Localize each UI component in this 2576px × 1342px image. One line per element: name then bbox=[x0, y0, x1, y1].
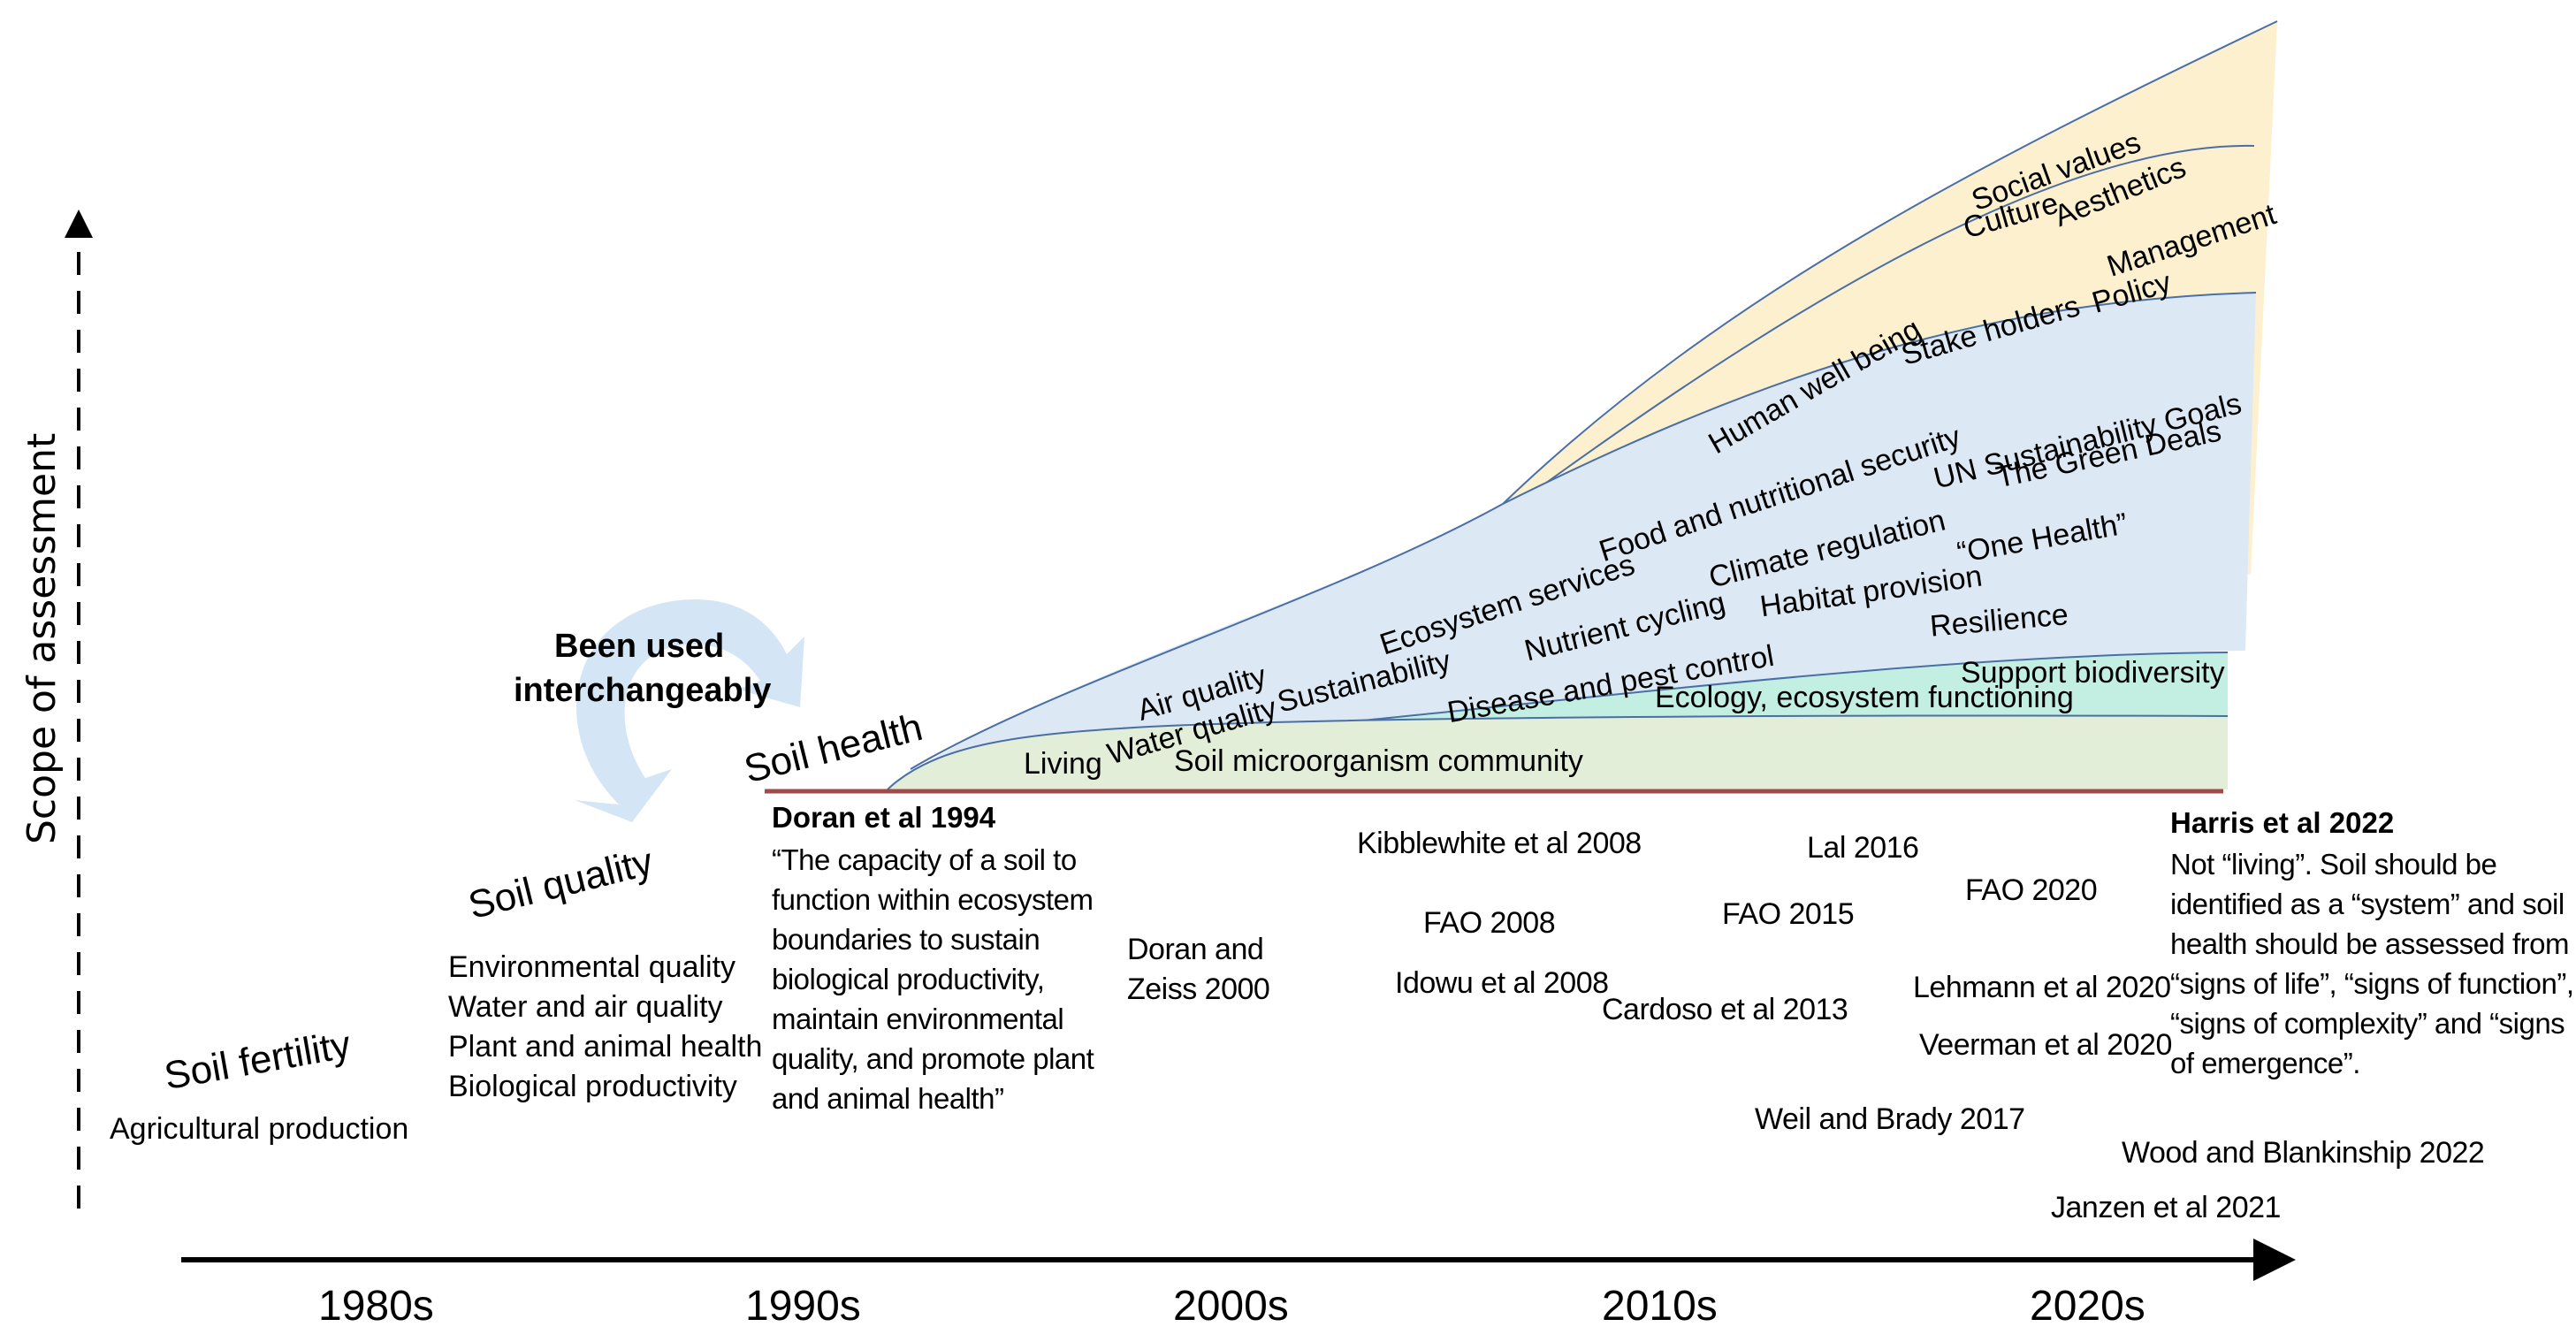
band-living-label: Soil microorganism community bbox=[1174, 744, 1583, 778]
band-human-outline bbox=[1502, 20, 2278, 505]
ref-lal-2016: Lal 2016 bbox=[1807, 831, 1919, 865]
ref-wood-blankinship-2022: Wood and Blankinship 2022 bbox=[2122, 1136, 2485, 1170]
band-living-label: Living bbox=[1024, 747, 1102, 781]
ref-doran-zeiss-line1: Doran and bbox=[1127, 933, 1264, 966]
decade-label-2010s: 2010s bbox=[1602, 1283, 1718, 1330]
ref-doran-zeiss-line2: Zeiss 2000 bbox=[1127, 972, 1270, 1006]
soil-fertility-item: Agricultural production bbox=[110, 1112, 409, 1146]
band-human-divider bbox=[1516, 144, 2255, 505]
ref-harris-2022-text: Not “living”. Soil should be identified … bbox=[2170, 848, 2574, 1079]
ref-harris-2022-title: Harris et al 2022 bbox=[2170, 806, 2395, 839]
ref-janzen-2021: Janzen et al 2021 bbox=[2051, 1191, 2281, 1224]
band-living bbox=[888, 715, 2228, 789]
band-ecosystem bbox=[888, 293, 2256, 787]
soil-quality-item: Environmental quality bbox=[448, 950, 736, 984]
ref-idowu-2008: Idowu et al 2008 bbox=[1395, 966, 1609, 1000]
soil-quality-item: Water and air quality bbox=[448, 990, 723, 1024]
ref-lehmann-2020: Lehmann et al 2020 bbox=[1913, 971, 2171, 1004]
band-ecology-outline bbox=[1360, 652, 2229, 721]
soil-quality-item: Biological productivity bbox=[448, 1070, 737, 1103]
interchange-note-line2: interchangeably bbox=[514, 672, 772, 709]
ref-fao-2008: FAO 2008 bbox=[1423, 906, 1556, 940]
band-ecosystem-outline bbox=[910, 292, 2257, 770]
ref-doran-1994-text: “The capacity of a soil to function with… bbox=[772, 843, 1094, 1115]
ref-weil-brady-2017: Weil and Brady 2017 bbox=[1755, 1102, 2025, 1136]
y-axis-label: Scope of assessment bbox=[19, 432, 65, 844]
band-living-outline bbox=[887, 714, 2229, 790]
decade-label-1990s: 1990s bbox=[745, 1283, 861, 1330]
band-ecology-label: Ecology, ecosystem functioning bbox=[1655, 681, 2074, 714]
soil-quality-item: Plant and animal health bbox=[448, 1030, 763, 1064]
decade-label-2020s: 2020s bbox=[2030, 1283, 2145, 1330]
decade-label-1980s: 1980s bbox=[318, 1283, 434, 1330]
ref-kibblewhite-2008: Kibblewhite et al 2008 bbox=[1357, 827, 1642, 860]
band-ecology-label: Support biodiversity bbox=[1961, 656, 2225, 690]
interchange-note-line1: Been used bbox=[554, 628, 725, 665]
band-ecology bbox=[1361, 652, 2228, 721]
ref-fao-2020: FAO 2020 bbox=[1965, 873, 2098, 907]
ref-doran-1994-title: Doran et al 1994 bbox=[772, 801, 996, 834]
interchange-arrow bbox=[575, 599, 804, 822]
ref-cardoso-2013: Cardoso et al 2013 bbox=[1602, 993, 1848, 1026]
ref-veerman-2020: Veerman et al 2020 bbox=[1919, 1028, 2172, 1062]
ref-fao-2015: FAO 2015 bbox=[1722, 897, 1855, 931]
decade-label-2000s: 2000s bbox=[1173, 1283, 1289, 1330]
